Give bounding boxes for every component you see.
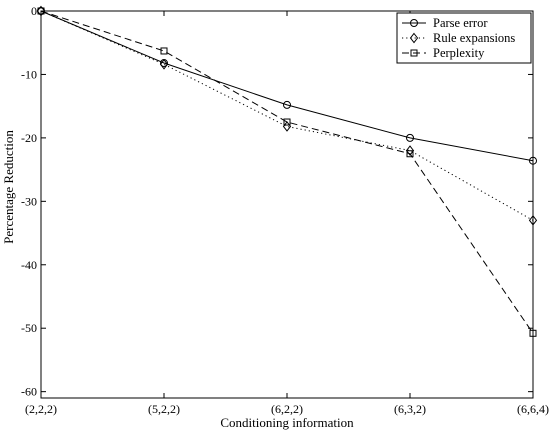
y-tick-label: -10 [21,67,37,81]
x-axis: (2,2,2) (5,2,2) (6,2,2) (6,3,2) (6,6,4) [25,11,549,416]
y-tick-label: 0 [31,4,37,18]
data-point [405,145,415,156]
y-tick-label: -50 [21,321,37,335]
legend-entry: Parse error [402,16,488,30]
legend-marker [409,32,419,44]
data-point [529,329,537,337]
x-axis-label: Conditioning information [220,415,354,430]
series-line [40,10,534,221]
y-tick-label: -30 [21,194,37,208]
y-tick-label: -20 [21,131,37,145]
series-line [40,10,534,162]
legend-entry: Rule expansions [402,31,515,45]
series-perplexity [37,7,537,337]
x-tick-label: (5,2,2) [148,402,180,416]
legend-label: Parse error [433,16,488,30]
legend-entry: Perplexity [402,46,485,60]
x-tick-label: (6,2,2) [271,402,303,416]
plot-area [40,10,534,399]
legend-marker [410,49,418,57]
series-layer [36,5,538,337]
data-point [282,121,292,132]
data-point [406,150,414,158]
x-tick-label: (2,2,2) [25,402,57,416]
data-point [36,5,46,17]
legend-label: Perplexity [433,46,485,60]
y-axis-label: Percentage Reduction [1,130,16,244]
data-point [159,58,169,70]
x-tick-label: (6,3,2) [394,402,426,416]
legend-marker [410,19,418,27]
legend-label: Rule expansions [433,31,515,45]
data-point [406,133,414,142]
y-tick-label: -60 [21,385,37,399]
data-point [283,100,291,109]
y-axis: 0 -10 -20 -30 -40 -50 -60 [21,4,533,399]
y-tick-label: -40 [21,258,37,272]
x-tick-label: (6,6,4) [517,402,549,416]
data-point [283,118,291,126]
data-point [160,47,168,55]
data-point [528,215,538,226]
data-point [529,156,537,165]
data-point [37,7,45,15]
